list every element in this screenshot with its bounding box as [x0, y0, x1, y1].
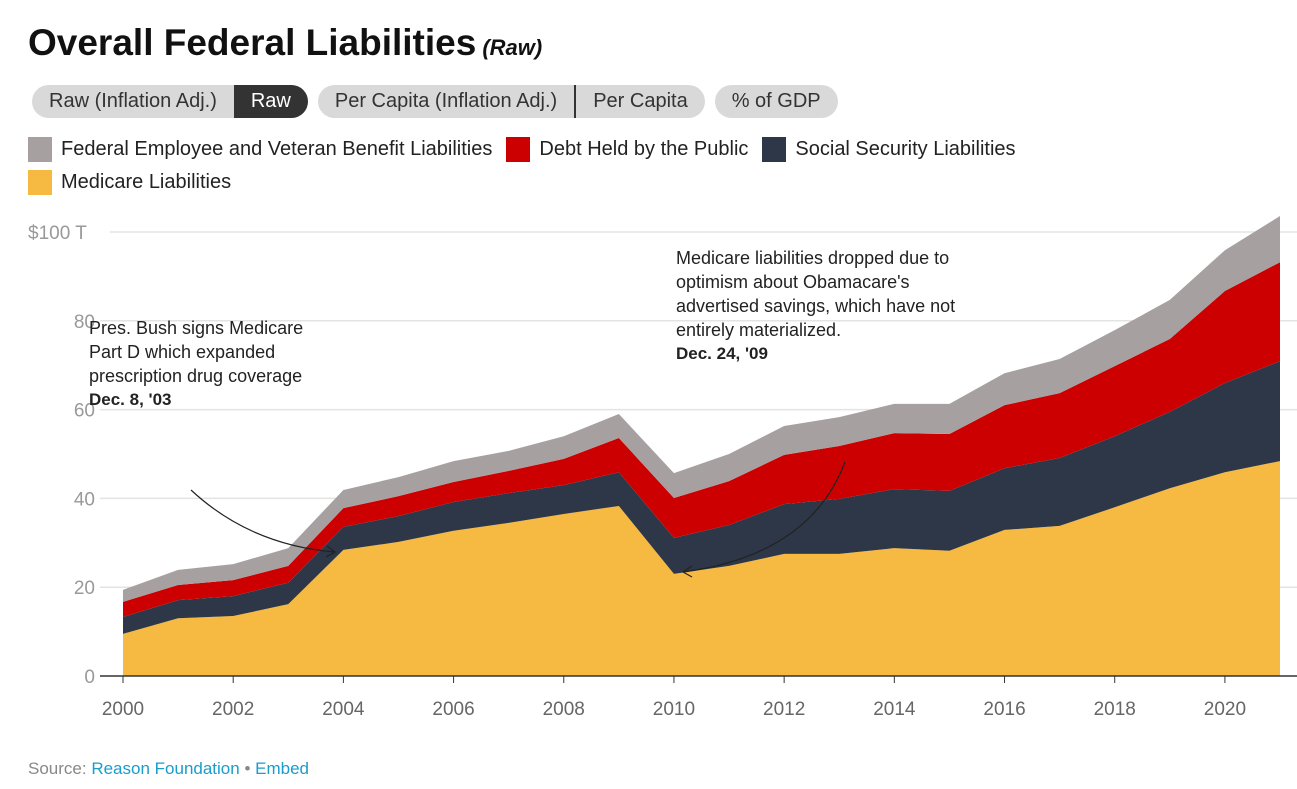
toggle-raw-inflation-adj[interactable]: Raw (Inflation Adj.) — [49, 90, 217, 112]
x-tick-label: 2004 — [322, 699, 365, 720]
legend-swatch — [28, 137, 52, 162]
toggle-group: Per Capita (Inflation Adj.) Per Capita — [317, 85, 705, 118]
legend-label: Federal Employee and Veteran Benefit Lia… — [61, 138, 493, 160]
legend: Federal Employee and Veteran Benefit Lia… — [28, 137, 1128, 195]
y-tick-label: $100 T — [28, 223, 87, 244]
y-tick-label: 40 — [74, 489, 95, 510]
annotation-obamacare: Medicare liabilities dropped due to opti… — [676, 246, 996, 366]
chart-title: Overall Federal Liabilities (Raw) — [28, 22, 542, 64]
x-tick-label: 2000 — [102, 699, 144, 720]
toggle-raw[interactable]: Raw — [233, 85, 308, 118]
area-medicare-liabilities — [123, 461, 1280, 676]
source-label: Source: — [28, 759, 87, 778]
view-toggles: Raw (Inflation Adj.) Raw Per Capita (Infla… — [32, 85, 838, 118]
separator: • — [244, 759, 251, 778]
x-tick-label: 2018 — [1094, 699, 1136, 720]
area-federal-employee-and-veteran-benefit-liabilities — [123, 216, 1280, 602]
legend-swatch — [762, 137, 787, 162]
legend-label: Medicare Liabilities — [61, 171, 232, 193]
y-tick-label: 60 — [74, 401, 95, 422]
legend-item[interactable]: Medicare Liabilities — [28, 170, 231, 195]
source-line: Source: Reason Foundation • Embed — [28, 759, 309, 779]
x-tick-label: 2008 — [543, 699, 585, 720]
y-tick-label: 20 — [74, 578, 95, 599]
legend-item[interactable]: Debt Held by the Public — [506, 137, 748, 162]
annotation-text: Pres. Bush signs Medicare Part D which e… — [89, 318, 304, 386]
embed-link[interactable]: Embed — [255, 759, 310, 778]
toggle-per-capita[interactable]: Per Capita — [574, 85, 705, 118]
annotation-date: Dec. 8, '03 — [89, 390, 172, 409]
x-tick-label: 2002 — [212, 699, 254, 720]
legend-label: Social Security Liabilities — [795, 138, 1016, 160]
area-social-security-liabilities — [123, 361, 1280, 634]
annotation-text: Medicare liabilities dropped due to opti… — [676, 248, 956, 340]
toggle-per-capita-inflation-adj[interactable]: Per Capita (Inflation Adj.) — [334, 90, 558, 112]
x-tick-label: 2010 — [653, 699, 695, 720]
x-tick-label: 2006 — [432, 699, 474, 720]
arrow-head — [325, 545, 337, 558]
x-tick-label: 2012 — [763, 699, 805, 720]
title-mode: (Raw) — [482, 35, 543, 60]
legend-swatch — [506, 137, 531, 162]
legend-item[interactable]: Social Security Liabilities — [762, 137, 1016, 162]
x-tick-label: 2014 — [873, 699, 916, 720]
arrow-head — [681, 565, 693, 578]
area-debt-held-by-the-public — [123, 262, 1280, 617]
toggle--of-gdp[interactable]: % of GDP — [731, 90, 821, 112]
y-tick-label: 80 — [74, 312, 95, 333]
toggle-group: Raw (Inflation Adj.) Raw — [32, 85, 308, 118]
x-tick-label: 2020 — [1204, 699, 1246, 720]
annotation-arrow — [682, 461, 846, 573]
annotation-medicare-part-d: Pres. Bush signs Medicare Part D which e… — [89, 316, 304, 412]
x-tick-label: 2016 — [983, 699, 1025, 720]
annotation-date: Dec. 24, '09 — [676, 344, 768, 363]
legend-item[interactable]: Federal Employee and Veteran Benefit Lia… — [28, 137, 492, 162]
source-link[interactable]: Reason Foundation — [91, 759, 240, 778]
toggle-group: % of GDP — [714, 85, 838, 118]
legend-label: Debt Held by the Public — [539, 138, 749, 160]
annotation-arrow — [190, 489, 336, 553]
title-text: Overall Federal Liabilities — [28, 22, 477, 63]
y-tick-label: 0 — [84, 667, 95, 688]
legend-swatch — [28, 170, 52, 195]
